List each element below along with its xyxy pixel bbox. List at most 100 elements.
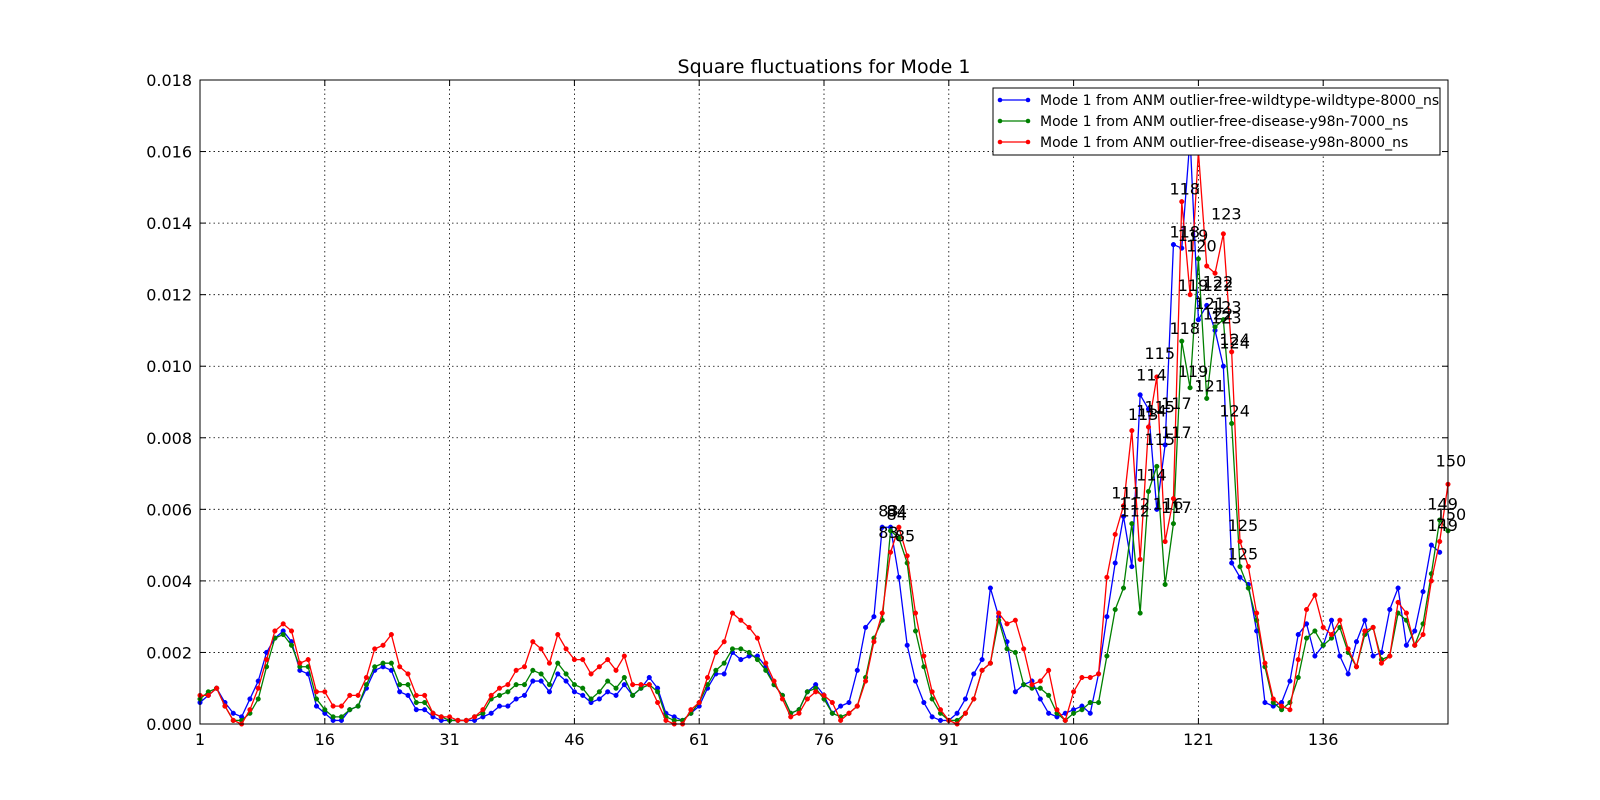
data-point — [1220, 231, 1226, 237]
data-point — [1120, 503, 1127, 509]
data-point — [1162, 538, 1168, 545]
x-tick-label: 121 — [1183, 730, 1214, 749]
data-point — [1304, 606, 1310, 613]
data-point — [1412, 628, 1418, 634]
data-point — [330, 703, 336, 709]
data-point — [214, 685, 220, 691]
data-point — [937, 717, 944, 723]
data-point — [1071, 689, 1077, 695]
data-point — [1370, 624, 1376, 630]
data-point — [721, 671, 727, 677]
data-point — [1187, 385, 1193, 391]
data-point — [971, 671, 977, 677]
data-point — [205, 692, 211, 698]
data-point — [596, 689, 602, 695]
data-point — [838, 717, 844, 723]
data-point — [555, 671, 561, 677]
data-point — [721, 660, 727, 666]
data-point — [1337, 617, 1343, 623]
data-point — [721, 639, 727, 645]
annotation-label: 150 — [1436, 505, 1467, 524]
y-tick-label: 0.004 — [146, 572, 192, 591]
data-point — [1295, 657, 1301, 663]
data-point — [388, 660, 394, 666]
data-point — [563, 671, 569, 677]
data-point — [1245, 585, 1251, 591]
annotation-label: 120 — [1186, 237, 1217, 256]
data-point — [1378, 660, 1384, 666]
data-point — [1237, 538, 1243, 545]
data-point — [971, 696, 977, 702]
annotation-label: 114 — [1136, 401, 1167, 420]
data-point — [1120, 585, 1127, 591]
data-point — [355, 703, 361, 709]
data-point — [688, 707, 694, 713]
data-point — [1254, 610, 1260, 616]
annotation-label: 149 — [1427, 516, 1458, 535]
data-point — [397, 689, 403, 695]
data-point — [1037, 696, 1043, 702]
data-point — [1112, 560, 1118, 566]
annotation-label: 112 — [1120, 501, 1151, 520]
data-point — [1437, 538, 1443, 545]
data-point — [1154, 374, 1160, 380]
y-tick-label: 0.014 — [146, 214, 192, 233]
legend-box — [992, 87, 1441, 156]
data-point — [979, 667, 985, 673]
x-tick-label: 46 — [564, 730, 584, 749]
y-tick-label: 0.006 — [146, 500, 192, 519]
data-point — [538, 671, 544, 677]
data-point — [1353, 664, 1360, 670]
data-point — [1021, 646, 1027, 652]
data-point — [1287, 678, 1293, 684]
data-point — [704, 674, 711, 681]
annotation-label: 111 — [1111, 484, 1142, 503]
data-point — [879, 610, 885, 616]
data-point — [1029, 682, 1035, 688]
data-point — [355, 692, 361, 698]
data-point — [713, 667, 719, 673]
data-point — [1229, 349, 1235, 355]
data-point — [605, 678, 611, 684]
annotation-label: 119 — [1178, 226, 1209, 245]
legend-swatch-marker — [997, 97, 1003, 103]
data-point — [496, 692, 503, 698]
data-point — [1187, 292, 1193, 298]
annotation-label: 114 — [1136, 466, 1167, 485]
y-tick-label: 0.008 — [146, 429, 192, 448]
data-point — [1046, 710, 1052, 716]
data-point — [754, 635, 760, 641]
data-point — [530, 678, 536, 684]
data-point — [763, 667, 769, 673]
data-point — [788, 714, 794, 720]
data-point — [372, 664, 378, 670]
data-point — [1071, 710, 1077, 716]
data-point — [397, 664, 403, 670]
legend-swatch-marker — [1025, 118, 1031, 124]
data-point — [530, 639, 536, 645]
chart-title: Square fluctuations for Mode 1 — [678, 56, 971, 78]
data-point — [272, 628, 278, 634]
data-point — [1096, 699, 1102, 706]
data-point — [904, 553, 910, 559]
data-point — [729, 610, 736, 616]
data-point — [1054, 707, 1060, 713]
data-point — [738, 617, 744, 623]
data-point — [1012, 649, 1018, 655]
data-point — [455, 717, 461, 723]
legend-label: Mode 1 from ANM outlier-free-disease-y98… — [1040, 114, 1408, 130]
annotation-label: 112 — [1120, 494, 1151, 513]
data-point — [1137, 392, 1143, 398]
data-point — [588, 696, 594, 702]
annotation-label: 84 — [887, 501, 907, 520]
data-point — [1362, 628, 1368, 634]
y-tick-label: 0.018 — [146, 71, 192, 90]
data-point — [521, 682, 528, 688]
annotation-label: 124 — [1219, 401, 1250, 420]
data-point — [1220, 363, 1226, 369]
legend-swatch-marker — [997, 139, 1003, 145]
annotation-label: 114 — [1136, 366, 1167, 385]
data-point — [996, 610, 1002, 616]
data-point — [1295, 632, 1301, 638]
